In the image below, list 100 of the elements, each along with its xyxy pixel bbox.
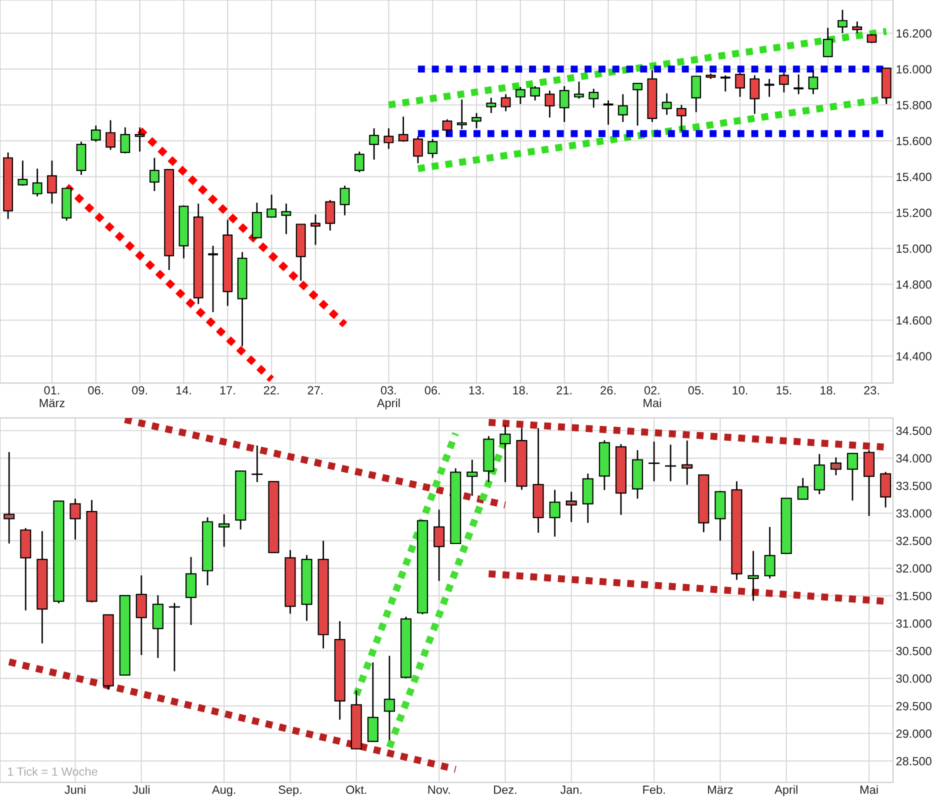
candlestick [764, 526, 776, 580]
candlestick [466, 459, 478, 497]
x-tick-label: 03. April [376, 386, 400, 410]
candlestick [662, 92, 672, 116]
y-tick-label: 31.000 [896, 619, 932, 628]
candlestick [779, 72, 789, 94]
annotation: 1 Tick = 1 Woche [8, 767, 98, 776]
y-tick-label: 14.600 [896, 316, 932, 325]
x-tick-label: 18. [513, 386, 528, 394]
x-tick-label: 15. [776, 386, 792, 394]
candlestick [218, 514, 230, 548]
candlestick [720, 74, 730, 92]
candlestick [566, 491, 577, 523]
y-tick-label: 28.500 [896, 757, 932, 766]
candlestick [266, 194, 277, 218]
candlestick [618, 93, 628, 123]
candlestick [750, 74, 760, 115]
y-tick-label: 34.000 [896, 454, 932, 463]
candlestick [32, 168, 42, 198]
candlestick [603, 100, 614, 126]
y-tick-label: 15.400 [896, 172, 932, 182]
candlestick [150, 157, 160, 192]
candlestick [325, 199, 336, 232]
candlestick [500, 93, 511, 112]
x-tick-label: 06. [88, 386, 104, 394]
candlestick [434, 508, 445, 582]
candlestick [70, 498, 81, 540]
y-tick-label: 14.400 [896, 352, 932, 361]
y-tick-label: 15.800 [896, 100, 932, 110]
candlestick [838, 9, 848, 34]
y-tick-label: 32.000 [896, 564, 932, 573]
candlestick [797, 477, 808, 500]
y-tick-label: 16.200 [896, 29, 932, 38]
x-tick-label: Aug. [212, 786, 236, 796]
y-tick-label: 15.000 [896, 244, 932, 253]
x-tick-label: 09. [132, 386, 147, 394]
x-tick-label: 10. [732, 386, 748, 394]
x-tick-label: Mai [860, 785, 878, 794]
y-tick-label: 31.500 [896, 592, 932, 600]
candlestick [500, 424, 511, 483]
x-tick-label: 23. [864, 386, 879, 394]
x-tick-label: Dez. [494, 786, 516, 794]
x-tick-label: 02. Mai [644, 386, 661, 408]
candlestick [136, 574, 147, 656]
candlestick [549, 489, 560, 538]
x-tick-label: Nov. [428, 786, 450, 794]
x-tick-label: 18. [820, 386, 835, 394]
candlestick [748, 550, 759, 602]
candlestick [632, 82, 642, 126]
candlestick [442, 118, 452, 138]
candlestick [281, 202, 292, 235]
candlestick [384, 655, 395, 741]
candlestick [864, 449, 875, 517]
x-tick-label: 21. [556, 386, 572, 394]
candlestick [252, 444, 263, 483]
candlestick [808, 69, 818, 95]
candlestick [18, 160, 28, 186]
x-tick-label: 27. [308, 386, 323, 394]
x-tick-label: 13. [469, 386, 484, 394]
candlestick [398, 116, 408, 142]
candlestick [822, 27, 833, 58]
x-tick-label: Juli [132, 785, 150, 794]
candlestick [588, 88, 599, 108]
candlestick [369, 128, 379, 160]
candlestick [367, 662, 378, 742]
x-tick-label: 26. [600, 386, 616, 394]
x-tick-label: Feb. [643, 785, 665, 794]
candlestick [852, 20, 862, 34]
y-tick-label: 15.200 [896, 208, 932, 217]
candlestick [90, 124, 101, 142]
y-tick-label: 29.500 [896, 702, 932, 710]
candlestick [530, 85, 540, 102]
candlestick [515, 86, 526, 105]
candlestick [574, 80, 584, 100]
x-tick-label: April [774, 785, 798, 796]
candlestick [691, 76, 702, 113]
y-tick-label: 33.000 [896, 509, 932, 518]
candlestick [456, 98, 467, 130]
candlestick [676, 104, 686, 132]
candlestick [735, 72, 745, 98]
candlestick [682, 440, 693, 486]
candlestick [185, 556, 197, 626]
x-tick-label: 14. [176, 386, 191, 394]
y-tick-label: 34.500 [896, 426, 932, 436]
x-tick-label: 06. [424, 386, 440, 394]
x-tick-label: Okt. [346, 785, 366, 794]
candlestick [310, 214, 320, 246]
candlestick [340, 184, 350, 216]
candlestick [486, 97, 496, 114]
y-tick-label: 30.000 [896, 674, 932, 683]
candlestick [880, 471, 892, 508]
candlestick [413, 136, 423, 164]
y-tick-label: 14.800 [896, 280, 932, 289]
x-tick-label: 05. [688, 386, 704, 394]
x-tick-label: Sep. [278, 786, 302, 796]
candlestick [428, 138, 438, 159]
candlestick [120, 126, 130, 154]
candlestick [544, 90, 555, 118]
y-tick-label: 29.000 [896, 729, 932, 738]
candlestick [106, 120, 116, 150]
